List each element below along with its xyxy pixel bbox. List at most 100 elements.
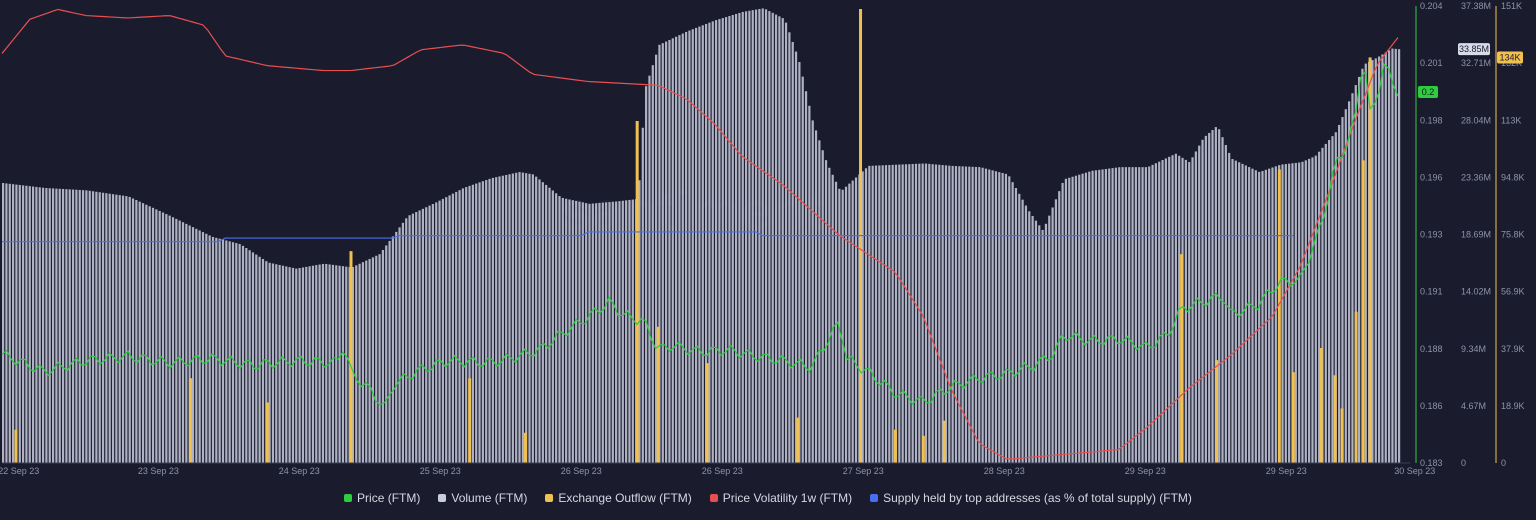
- chart-canvas: santiment 0.2040.2010.1980.1960.1930.191…: [0, 1, 1525, 476]
- legend-item[interactable]: Supply held by top addresses (as % of to…: [870, 491, 1192, 505]
- price-tick-label: 0.201: [1420, 58, 1443, 68]
- volume-bar: [18, 184, 21, 463]
- volume-bar: [914, 163, 918, 463]
- volume-bar: [1391, 48, 1394, 463]
- volume-bar: [138, 201, 141, 463]
- volume-bar: [345, 266, 348, 463]
- volume-bar: [495, 177, 498, 463]
- volume-bar: [231, 242, 235, 463]
- volume-bar: [811, 120, 814, 463]
- volume-tick-label: 32.71M: [1461, 58, 1491, 68]
- volume-bar: [191, 227, 195, 463]
- volume-bar: [1261, 170, 1264, 464]
- outflow-tick-label: 37.9K: [1501, 344, 1525, 354]
- volume-bar: [1331, 136, 1334, 463]
- legend-item[interactable]: Price (FTM): [344, 491, 420, 505]
- volume-tick-label: 9.34M: [1461, 344, 1486, 354]
- volume-bar: [894, 164, 898, 463]
- volume-bar: [1044, 223, 1048, 463]
- volume-bar: [111, 194, 115, 463]
- volume-bar: [405, 218, 408, 463]
- legend-item[interactable]: Price Volatility 1w (FTM): [709, 491, 853, 505]
- outflow-bar: [942, 420, 946, 463]
- x-tick-label: 26 Sep 23: [702, 466, 743, 476]
- volume-bar: [798, 62, 801, 463]
- volume-bar: [608, 202, 611, 463]
- volume-bar: [445, 197, 448, 463]
- volume-bar: [195, 228, 198, 463]
- volume-bar: [1281, 164, 1284, 463]
- volume-bar: [1184, 159, 1187, 463]
- volume-bar: [41, 187, 45, 463]
- legend-item[interactable]: Volume (FTM): [438, 491, 527, 505]
- volume-bar: [1028, 211, 1031, 463]
- volume-bar: [1338, 124, 1341, 463]
- volume-bar: [81, 190, 85, 463]
- volume-bar: [631, 199, 634, 463]
- volume-bar: [714, 20, 718, 464]
- legend-swatch: [438, 494, 447, 502]
- volume-bar: [698, 26, 701, 464]
- volume-bar: [351, 266, 355, 463]
- volume-bar: [471, 184, 474, 464]
- volume-bar: [931, 164, 934, 463]
- volume-bar: [1364, 63, 1367, 464]
- volume-bar: [1201, 139, 1204, 463]
- volume-bar: [235, 243, 238, 463]
- price-tick-label: 0.198: [1420, 115, 1443, 125]
- volume-bar: [281, 265, 285, 463]
- volume-bar: [948, 165, 951, 463]
- volume-bar: [1038, 225, 1041, 463]
- volume-bar: [824, 160, 828, 463]
- volume-bar: [611, 201, 614, 463]
- volume-bar: [1141, 167, 1144, 463]
- outflow-bar: [1333, 375, 1337, 463]
- volume-bar: [408, 215, 411, 463]
- volume-bar: [1318, 151, 1321, 463]
- volume-bar: [1111, 168, 1114, 463]
- volume-bar: [838, 188, 841, 464]
- x-tick-label: 25 Sep 23: [420, 466, 461, 476]
- volume-bar: [615, 201, 618, 463]
- legend-item[interactable]: Exchange Outflow (FTM): [545, 491, 692, 505]
- volume-bar: [581, 202, 584, 463]
- volume-bar: [871, 165, 874, 464]
- volume-bar: [218, 238, 221, 463]
- volume-bar: [691, 29, 694, 464]
- legend-label: Price Volatility 1w (FTM): [722, 491, 853, 505]
- volume-bar: [12, 184, 15, 463]
- volume-bar: [621, 200, 624, 464]
- volume-bar: [571, 200, 574, 463]
- volume-bar: [1054, 199, 1058, 464]
- volume-bar: [1101, 169, 1104, 463]
- volume-tick-label: 18.69M: [1461, 230, 1491, 240]
- volume-bar: [1118, 167, 1121, 463]
- volume-bar: [548, 187, 551, 463]
- volume-bar: [1358, 76, 1361, 464]
- price-tick-label: 0.196: [1420, 172, 1443, 182]
- volume-bar: [1148, 166, 1151, 463]
- volume-bar: [51, 188, 55, 463]
- volume-bar: [258, 256, 261, 463]
- volume-bar: [508, 174, 511, 464]
- volume-bar: [1254, 170, 1257, 463]
- outflow-tick-label: 113K: [1501, 115, 1521, 125]
- volume-bar: [461, 188, 464, 463]
- outflow-bar: [1340, 408, 1344, 463]
- volume-bar: [468, 185, 471, 463]
- volume-bar: [108, 193, 111, 463]
- volume-bar: [455, 191, 458, 463]
- volume-bar: [75, 189, 78, 463]
- volatility-line: [1, 8, 1399, 460]
- volume-bar: [1328, 140, 1331, 463]
- volume-bar: [141, 203, 145, 463]
- outflow-tick-label: 18.9K: [1501, 401, 1525, 411]
- volume-bar: [781, 18, 784, 464]
- volume-bar: [365, 260, 368, 463]
- volume-bar: [551, 190, 554, 464]
- volume-bar: [831, 174, 834, 463]
- volume-bar: [1151, 164, 1154, 464]
- volume-bar: [934, 164, 938, 464]
- volume-bar: [961, 166, 964, 464]
- volume-bar: [864, 168, 868, 464]
